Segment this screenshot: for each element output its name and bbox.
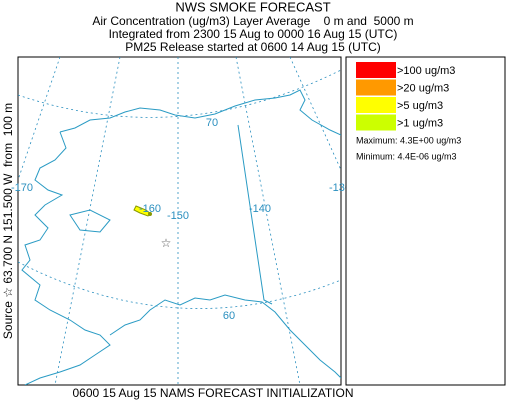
graticule xyxy=(289,57,341,171)
source-point xyxy=(148,212,152,216)
map-label: -150 xyxy=(167,210,189,222)
legend-minimum: Minimum: 4.4E-06 ug/m3 xyxy=(356,151,457,161)
map-frame xyxy=(17,56,342,386)
coastline xyxy=(59,89,341,136)
legend-label: >100 ug/m3 xyxy=(397,65,455,77)
legend-label: >20 ug/m3 xyxy=(397,82,449,94)
legend-swatch xyxy=(356,79,396,96)
coastline xyxy=(69,209,111,233)
map-label: -140 xyxy=(249,203,271,215)
map-label: 70 xyxy=(206,117,218,129)
graticule xyxy=(18,57,61,181)
coastline xyxy=(109,294,341,379)
graticule xyxy=(235,57,301,385)
map-label: 60 xyxy=(223,310,235,322)
footer: 0600 15 Aug 15 NAMS FORECAST INITIALIZAT… xyxy=(73,386,354,400)
legend-swatch xyxy=(356,97,396,113)
legend-maximum: Maximum: 4.3E+00 ug/m3 xyxy=(356,135,461,145)
coastline xyxy=(21,131,111,385)
subtitle: Air Concentration (ug/m3) Layer Average … xyxy=(92,14,413,28)
map-label: -170 xyxy=(11,182,33,194)
graticule xyxy=(18,261,341,309)
subtitle: Integrated from 2300 15 Aug to 0000 16 A… xyxy=(109,27,398,41)
graticule xyxy=(18,69,341,118)
legend-swatch xyxy=(356,62,396,78)
source-star: ☆ xyxy=(161,236,172,250)
subtitle: PM25 Release started at 0600 14 Aug 15 (… xyxy=(125,40,380,54)
title: NWS SMOKE FORECAST xyxy=(175,0,330,14)
plume xyxy=(133,205,152,217)
border xyxy=(237,124,273,305)
legend-swatch xyxy=(356,114,396,131)
legend-label: >5 ug/m3 xyxy=(397,100,443,112)
map-label: -160 xyxy=(139,203,161,215)
legend-label: >1 ug/m3 xyxy=(397,117,443,129)
source-label: Source ☆ 63.700 N 151.500 W from 100 m xyxy=(1,103,15,339)
map: ☆ 70 -130 -170 -160 -150 -140 60 xyxy=(11,56,351,386)
legend: Maximum: 4.3E+00 ug/m3 Minimum: 4.4E-06 … xyxy=(345,56,506,386)
graticule xyxy=(54,57,121,385)
